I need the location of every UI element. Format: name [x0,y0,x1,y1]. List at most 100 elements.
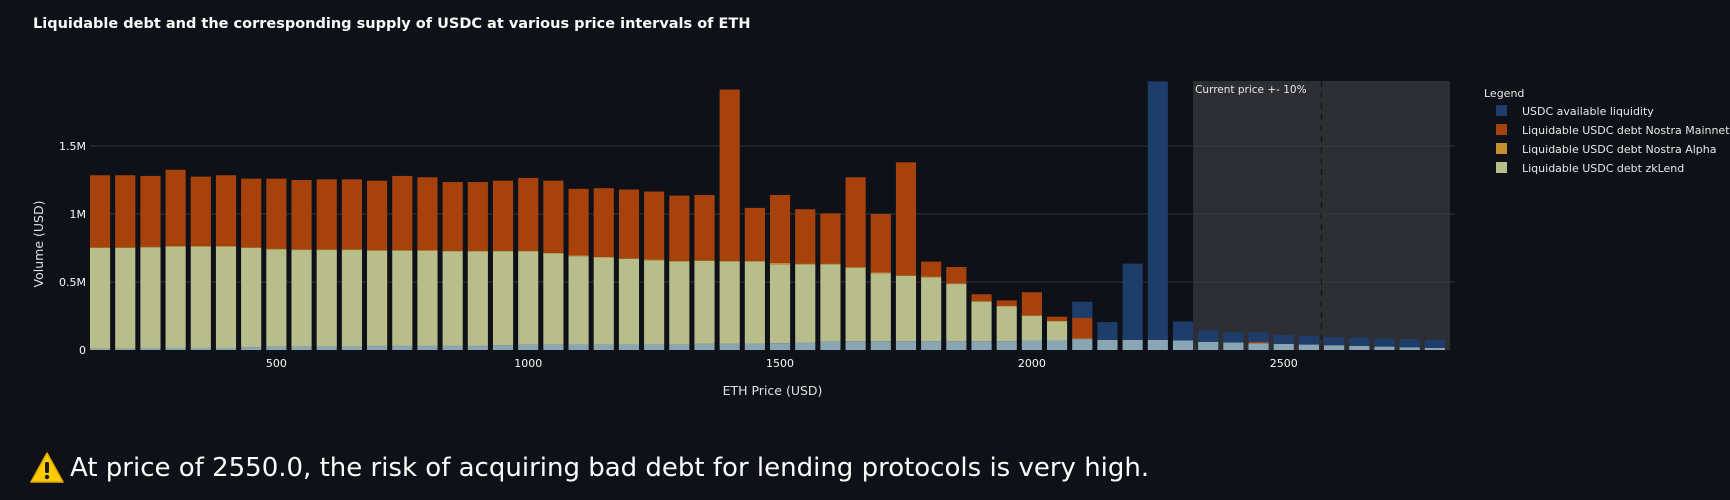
bar-segment [694,260,715,261]
bar-segment [845,177,866,268]
bar-segment [1122,339,1143,350]
bar-segment [1424,339,1445,348]
bar-segment [1424,347,1445,350]
bar-segment [90,175,111,248]
bar-segment [820,341,841,350]
bar-segment [140,246,161,248]
bar-segment [1349,337,1370,346]
x-tick-label: 2500 [1270,357,1298,370]
bar-segment [1072,301,1093,319]
legend-item[interactable]: Liquidable USDC debt zkLend [1522,162,1684,175]
bar-segment [971,294,992,302]
bar-segment [1047,320,1068,322]
bar-segment [291,180,312,250]
bar-segment [1122,263,1143,340]
bar-segment [719,261,740,344]
bar-segment [644,344,665,350]
bar-segment [90,348,111,350]
legend[interactable]: Legend USDC available liquidity Liquidable… [1484,87,1730,175]
bar-segment [820,264,841,342]
bar-segment [140,247,161,348]
bar-segment [1047,316,1068,321]
bar-segment [644,191,665,260]
bar-segment [165,169,186,246]
legend-item[interactable]: Liquidable USDC debt Nostra Alpha [1522,143,1716,156]
annotation-layer: Current price +- 10% [1193,81,1450,350]
bar-segment [1097,322,1118,340]
bar-segment [593,344,614,350]
bar-segment [367,250,388,346]
x-axis-title: ETH Price (USD) [723,383,823,398]
bar-segment [1298,335,1320,345]
bar-segment [215,246,237,348]
bar-segment [492,180,514,251]
bar-segment [996,300,1017,306]
bar-segment [1223,332,1244,343]
bar-segment [1248,343,1269,350]
bar-segment [241,347,262,350]
bar-segment [1273,335,1294,344]
bar-segment [341,250,362,347]
bar-segment [392,345,413,350]
y-tick-label: 0 [79,344,86,357]
bar-segment [241,247,262,248]
bar-segment [820,213,841,264]
y-tick-label: 1M [70,208,87,221]
bar-segment [971,301,992,302]
legend-item[interactable]: USDC available liquidity [1522,105,1654,118]
bar-segment [870,273,891,342]
bar-segment [769,264,791,344]
bar-segment [845,267,866,268]
bar-segment [1172,321,1194,341]
legend-item[interactable]: Liquidable USDC debt Nostra Mainnet [1522,124,1730,137]
bar-segment [996,305,1017,307]
bar-segment [190,246,211,348]
bar-segment [316,249,337,251]
bar-segment [795,209,816,264]
warning-message: At price of 2550.0, the risk of acquirin… [30,452,1149,484]
bar-segment [392,250,413,346]
bar-segment [417,345,438,350]
bar-segment [190,347,211,350]
bar-segment [467,182,488,251]
bar-segment [543,180,564,253]
bar-segment [467,250,488,252]
bar-segment [1097,339,1118,350]
bar-segment [518,250,539,252]
bar-segment [568,188,589,256]
bar-segment [291,346,312,350]
legend-swatch[interactable] [1496,162,1507,173]
bar-segment [971,341,992,350]
bar-segment [492,251,514,346]
bar-segment [870,341,891,350]
legend-swatch[interactable] [1496,105,1507,116]
bar-segment [367,345,388,350]
bar-segment [518,344,539,350]
legend-swatch[interactable] [1496,143,1507,154]
bar-segment [921,341,942,350]
bar-segment [593,257,614,345]
bar-segment [568,256,589,345]
bar-segment [1072,339,1093,350]
bar-segment [140,175,161,247]
bar-segment [1248,341,1269,344]
bar-segment [492,250,514,252]
bar-segment [417,250,438,251]
y-axis-title: Volume (USD) [31,201,46,288]
bar-segment [618,258,640,345]
bar-segment [316,346,337,350]
bar-segment [543,252,564,254]
bar-segment [845,267,866,342]
bar-segment [1399,347,1420,350]
bar-segment [669,344,690,350]
bar-segment [895,275,917,342]
bar-segment [996,341,1017,350]
bar-segment [1147,81,1168,340]
bar-segment [1223,342,1244,350]
annotation-label: Current price +- 10% [1195,84,1307,96]
legend-swatch[interactable] [1496,124,1507,135]
bar-segment [1248,332,1269,342]
bar-segment [996,306,1017,342]
bar-segment [719,343,740,350]
bar-segment [921,261,942,277]
